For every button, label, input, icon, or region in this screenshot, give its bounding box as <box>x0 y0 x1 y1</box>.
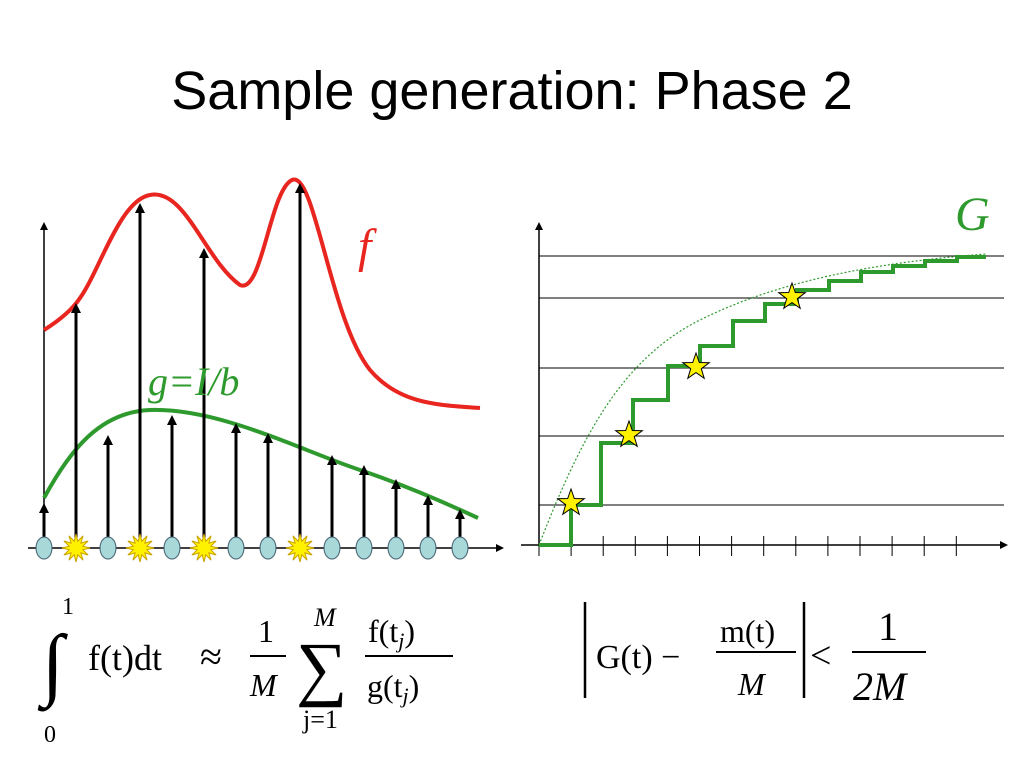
sample-ellipse-icon <box>355 536 373 560</box>
star-icon <box>614 419 644 448</box>
frac2-numerator: f(tj) <box>368 613 415 653</box>
starburst-icon <box>61 533 91 563</box>
sample-markers <box>35 533 469 563</box>
sample-ellipse-icon <box>35 536 53 560</box>
star-icon <box>681 351 711 380</box>
f-curve <box>42 177 481 410</box>
f-label: f <box>358 220 377 273</box>
right-formula: G(t) − m(t) M < 1 2M <box>583 602 926 709</box>
right-frac-numerator: m(t) <box>720 613 775 649</box>
sample-ellipse-icon <box>323 536 341 560</box>
horizontal-levels <box>539 255 1004 506</box>
rhs-denominator: 2M <box>853 664 909 709</box>
sample-ellipse-icon <box>163 536 181 560</box>
approx-sign: ≈ <box>200 634 222 679</box>
frac1-denominator: M <box>249 667 279 703</box>
integral-upper-limit: 1 <box>62 594 74 620</box>
sample-ellipse-icon <box>99 536 117 560</box>
left-formula: ∫ 1 0 f(t)dt ≈ 1 M M ∑ j=1 f(tj) g(tj) <box>37 594 453 748</box>
integrand: f(t)dt <box>88 638 162 678</box>
starburst-icon <box>285 533 315 563</box>
starburst-icon <box>189 533 219 563</box>
sum-lower-limit: j=1 <box>302 705 338 734</box>
sum-upper-limit: M <box>313 603 337 632</box>
star-icon <box>556 487 586 516</box>
integral-sign: ∫ <box>37 620 69 712</box>
G-expression: G(t) − <box>596 639 680 676</box>
right-frac-denominator: M <box>737 666 767 702</box>
star-markers <box>556 281 807 516</box>
starburst-icon <box>125 533 155 563</box>
sample-ellipse-icon <box>259 536 277 560</box>
rhs-numerator: 1 <box>878 604 898 649</box>
right-figure: G <box>521 188 1008 556</box>
sample-arrows <box>39 183 465 546</box>
frac1-numerator: 1 <box>258 613 274 649</box>
G-label: G <box>955 188 990 241</box>
sample-ellipse-icon <box>451 536 469 560</box>
sample-ellipse-icon <box>419 536 437 560</box>
integral-lower-limit: 0 <box>44 722 56 748</box>
sample-ellipse-icon <box>227 536 245 560</box>
sum-sign: ∑ <box>296 628 347 708</box>
frac2-denominator: g(tj) <box>367 668 419 708</box>
g-curve <box>42 407 479 520</box>
slide-title: Sample generation: Phase 2 <box>171 61 853 121</box>
left-figure: f g=I/b <box>28 177 504 563</box>
sample-ellipse-icon <box>387 536 405 560</box>
star-icon <box>777 281 807 310</box>
x-ticks <box>538 536 957 556</box>
less-than-sign: < <box>810 635 831 677</box>
g-label: g=I/b <box>148 359 239 404</box>
G-smooth-curve <box>538 253 987 546</box>
G-staircase <box>539 255 986 547</box>
